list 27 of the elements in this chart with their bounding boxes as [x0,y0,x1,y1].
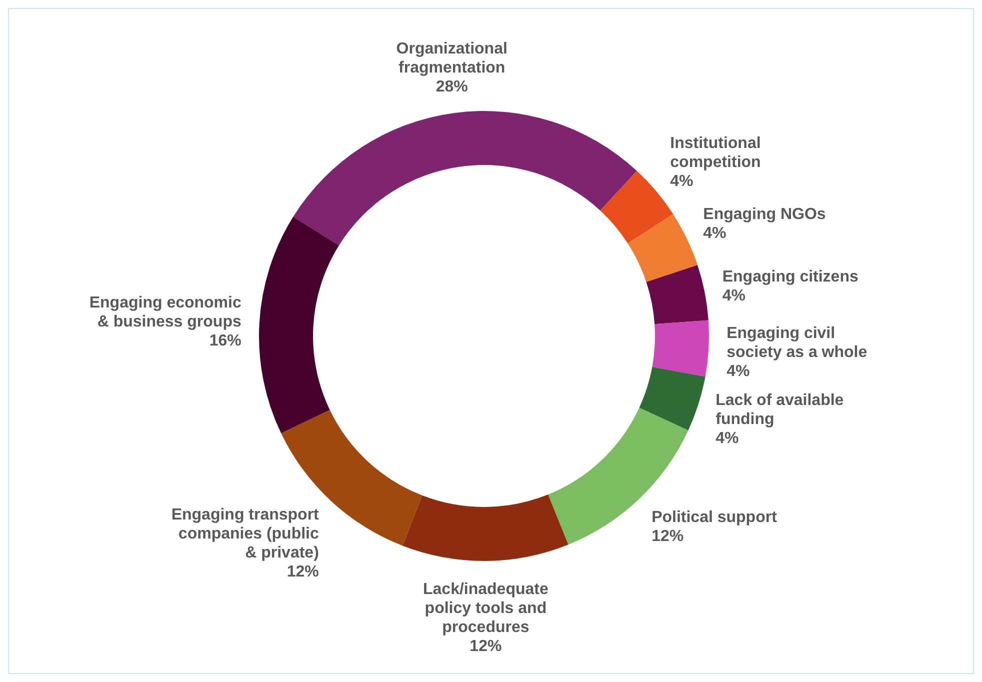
data-label: 12% [652,528,684,545]
slice-label: Lack of available funding [716,392,844,428]
slice-label: Engaging economic & business groups [89,294,242,331]
data-label: 12% [470,638,502,656]
data-label: 4% [716,430,739,447]
donut-slice [646,264,708,324]
donut-slice [639,366,706,430]
data-label: 4% [726,362,750,380]
data-label: 16% [209,332,242,350]
donut-slice [293,111,637,246]
donut-slice [259,216,339,434]
slice-label: Engaging NGOs [703,206,826,223]
data-label: 12% [286,563,319,580]
slice-label: Engaging citizens [722,268,858,286]
data-label: 4% [670,173,694,190]
slice-label: Institutional competition [670,135,761,172]
data-label: 4% [703,224,726,242]
donut-slice [402,494,568,561]
data-label: 4% [722,287,746,304]
slice-label: Engaging civil society as a whole [726,324,868,361]
donut-slice [652,320,709,377]
slice-label: Engaging transport companies (public & private) [171,506,320,562]
data-label: 28% [436,78,468,96]
slice-label: Organizational fragmentation [396,40,508,77]
slice-label: Political support [652,508,778,526]
slice-label: Lack/inadequate policy tools and procedures [423,581,548,636]
donut-slice [628,214,698,282]
